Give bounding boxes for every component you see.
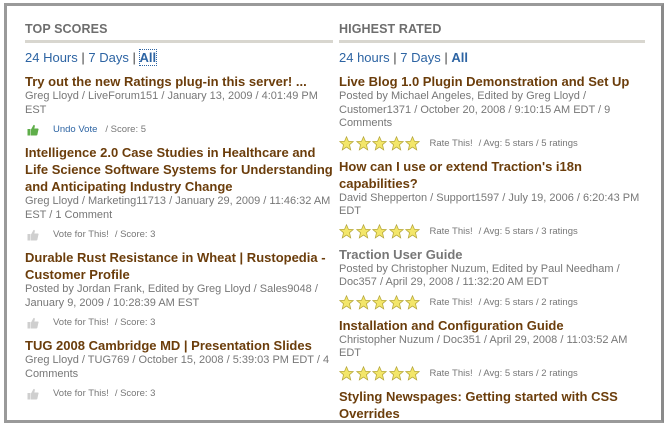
- time-filter: 24 Hours | 7 Days | All: [25, 49, 333, 66]
- star-icon[interactable]: [338, 135, 355, 151]
- item-meta: Posted by Christopher Nuzum, Edited by P…: [339, 262, 620, 289]
- list-item: TUG 2008 Cambridge MD | Presentation Sli…: [25, 337, 333, 401]
- separator: |: [444, 50, 448, 65]
- thumbs-up-icon[interactable]: [27, 229, 39, 241]
- item-meta: Posted by Michael Angeles, Edited by Gre…: [339, 90, 611, 129]
- list-item: Live Blog 1.0 Plugin Demonstration and S…: [338, 73, 645, 151]
- item-title-link[interactable]: Traction User Guide: [339, 246, 463, 262]
- highest-rated-section: HIGHEST RATED 24 hours | 7 Days | All Li…: [338, 22, 645, 422]
- score-text: / Score: 3: [114, 229, 156, 240]
- star-icon[interactable]: [388, 223, 404, 239]
- star-icon[interactable]: [404, 135, 421, 151]
- star-icon[interactable]: [388, 365, 404, 381]
- time-filter: 24 hours | 7 Days | All: [339, 50, 645, 66]
- vote-link[interactable]: Vote for This!: [53, 229, 109, 240]
- star-rating[interactable]: [338, 135, 422, 151]
- rate-this-link[interactable]: Rate This!: [429, 367, 473, 379]
- list-item: Try out the new Ratings plug-in this ser…: [25, 73, 333, 137]
- separator: |: [132, 50, 136, 65]
- item-title-link[interactable]: TUG 2008 Cambridge MD | Presentation Sli…: [25, 338, 312, 353]
- divider: [339, 40, 645, 43]
- thumbs-up-icon[interactable]: [27, 124, 39, 136]
- item-title-link[interactable]: Installation and Configuration Guide: [339, 317, 564, 333]
- star-icon[interactable]: [355, 223, 371, 239]
- item-meta: Greg Lloyd / LiveForum151 / January 13, …: [25, 90, 318, 116]
- rate-this-link[interactable]: Rate This!: [429, 296, 473, 308]
- star-icon[interactable]: [371, 365, 388, 381]
- average-rating-text: / Avg: 5 stars / 2 ratings: [478, 367, 578, 379]
- list-item: Styling Newspages: Getting started with …: [339, 388, 645, 422]
- item-meta: Posted by Jordan Frank, Edited by Greg L…: [25, 283, 318, 309]
- average-rating-text: / Avg: 5 stars / 3 ratings: [478, 225, 578, 237]
- star-icon[interactable]: [355, 365, 371, 381]
- star-icon[interactable]: [338, 223, 355, 239]
- item-title-link[interactable]: Intelligence 2.0 Case Studies in Healthc…: [25, 145, 333, 194]
- star-icon[interactable]: [338, 294, 355, 310]
- star-rating[interactable]: [338, 223, 422, 239]
- star-icon[interactable]: [404, 223, 421, 239]
- undo-vote-link[interactable]: Undo Vote: [53, 124, 98, 135]
- divider: [25, 40, 333, 43]
- section-heading: TOP SCORES: [25, 22, 108, 36]
- thumbs-up-icon[interactable]: [27, 317, 39, 329]
- top-scores-section: TOP SCORES 24 Hours | 7 Days | All Try o…: [25, 22, 333, 401]
- list-item: Traction User Guide Posted by Christopher…: [338, 246, 645, 310]
- average-rating-text: / Avg: 5 stars / 5 ratings: [478, 137, 578, 149]
- thumbs-up-icon[interactable]: [27, 388, 39, 400]
- filter-24-hours[interactable]: 24 Hours: [25, 50, 78, 65]
- star-icon[interactable]: [371, 135, 388, 151]
- rate-this-link[interactable]: Rate This!: [429, 137, 473, 149]
- item-title-link[interactable]: Try out the new Ratings plug-in this ser…: [25, 74, 307, 89]
- filter-7-days[interactable]: 7 Days: [400, 50, 441, 65]
- rating-row: Rate This! / Avg: 5 stars / 5 ratings: [338, 135, 645, 151]
- star-rating[interactable]: [338, 294, 422, 310]
- vote-row: Undo Vote / Score: 5: [25, 123, 333, 137]
- item-title-link[interactable]: How can I use or extend Traction's i18n …: [339, 158, 582, 191]
- filter-all[interactable]: All: [138, 49, 158, 66]
- vote-link[interactable]: Vote for This!: [53, 317, 109, 328]
- item-title-link[interactable]: Durable Rust Resistance in Wheat | Rusto…: [25, 250, 326, 282]
- star-icon[interactable]: [355, 294, 371, 310]
- star-icon[interactable]: [338, 365, 355, 381]
- separator: |: [393, 50, 397, 65]
- list-item: Durable Rust Resistance in Wheat | Rusto…: [25, 249, 333, 330]
- item-meta: David Shepperton / Support1597 / July 19…: [339, 191, 640, 218]
- filter-all[interactable]: All: [451, 50, 468, 65]
- average-rating-text: / Avg: 5 stars / 2 ratings: [478, 296, 578, 308]
- item-title-link[interactable]: Styling Newspages: Getting started with …: [339, 388, 618, 421]
- rating-row: Rate This! / Avg: 5 stars / 3 ratings: [338, 223, 645, 239]
- rate-this-link[interactable]: Rate This!: [429, 225, 473, 237]
- separator: |: [81, 50, 85, 65]
- filter-24-hours[interactable]: 24 hours: [339, 50, 390, 65]
- vote-row: Vote for This! / Score: 3: [25, 387, 333, 401]
- section-heading: HIGHEST RATED: [339, 22, 442, 36]
- vote-row: Vote for This! / Score: 3: [25, 316, 333, 330]
- star-icon[interactable]: [371, 294, 388, 310]
- rating-row: Rate This! / Avg: 5 stars / 2 ratings: [338, 294, 645, 310]
- item-meta: Christopher Nuzum / Doc351 / April 29, 2…: [339, 333, 628, 360]
- vote-row: Vote for This! / Score: 3: [25, 228, 333, 242]
- filter-7-days[interactable]: 7 Days: [88, 50, 129, 65]
- star-icon[interactable]: [371, 223, 388, 239]
- score-text: / Score: 3: [114, 317, 156, 328]
- score-text: / Score: 3: [114, 388, 156, 399]
- star-icon[interactable]: [404, 365, 421, 381]
- star-icon[interactable]: [355, 135, 371, 151]
- item-meta: Greg Lloyd / TUG769 / October 15, 2008 /…: [25, 354, 330, 380]
- score-text: / Score: 5: [105, 124, 147, 135]
- star-icon[interactable]: [388, 135, 404, 151]
- item-title-link[interactable]: Live Blog 1.0 Plugin Demonstration and S…: [339, 74, 630, 89]
- star-rating[interactable]: [338, 365, 422, 381]
- vote-link[interactable]: Vote for This!: [53, 388, 109, 399]
- star-icon[interactable]: [404, 294, 421, 310]
- list-item: Intelligence 2.0 Case Studies in Healthc…: [25, 144, 333, 242]
- star-icon[interactable]: [388, 294, 404, 310]
- rating-row: Rate This! / Avg: 5 stars / 2 ratings: [338, 365, 645, 381]
- list-item: How can I use or extend Traction's i18n …: [338, 158, 645, 239]
- item-meta: Greg Lloyd / Marketing11713 / January 29…: [25, 195, 331, 221]
- panel-frame: TOP SCORES 24 Hours | 7 Days | All Try o…: [4, 3, 664, 423]
- list-item: Installation and Configuration Guide Chri…: [338, 317, 645, 381]
